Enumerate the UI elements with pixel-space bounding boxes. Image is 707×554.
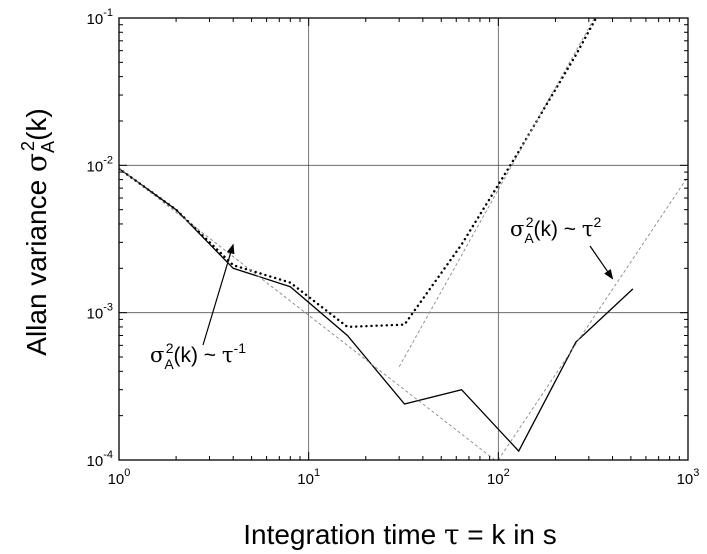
y-tick-label: 10-2: [87, 154, 113, 175]
grid-lines: [119, 18, 688, 460]
data-series: [119, 18, 688, 460]
annotation-arrow: [589, 245, 614, 280]
plot-frame: [118, 17, 689, 461]
y-tick-label: 10-4: [87, 449, 113, 470]
annotation-inverse-fit: σA2(k) ~ τ-1: [150, 243, 246, 372]
annotation-label: σA2(k) ~ τ-1: [150, 340, 246, 372]
x-tick-label: 101: [297, 467, 320, 488]
x-tick-label: 102: [487, 467, 510, 488]
annotations: σA2(k) ~ τ-1 σA2(k) ~ τ2: [150, 214, 614, 372]
annotation-arrow: [202, 243, 235, 346]
y-tick-label: 10-3: [87, 302, 113, 323]
x-axis-title: Integration time τ = k in s: [243, 518, 557, 551]
x-axis-title-symbol: τ: [444, 518, 460, 551]
y-axis-title-symbol: σ: [20, 153, 53, 172]
annotation-quadratic-fit: σA2(k) ~ τ2: [510, 214, 614, 280]
x-tick-label: 103: [677, 467, 700, 488]
x-tick-label: 100: [108, 467, 131, 488]
series-line-5: [497, 176, 688, 460]
annotation-label: σA2(k) ~ τ2: [510, 214, 602, 246]
series-line-1: [119, 168, 634, 453]
axis-ticks: 100 101 102 103 10-4 10-3 10-2 10-1: [87, 7, 700, 488]
series-line-4: [398, 18, 595, 367]
y-tick-label: 10-1: [87, 7, 113, 28]
series-line-2: [119, 18, 598, 329]
y-axis-title: Allan variance σA2(k): [18, 108, 58, 355]
